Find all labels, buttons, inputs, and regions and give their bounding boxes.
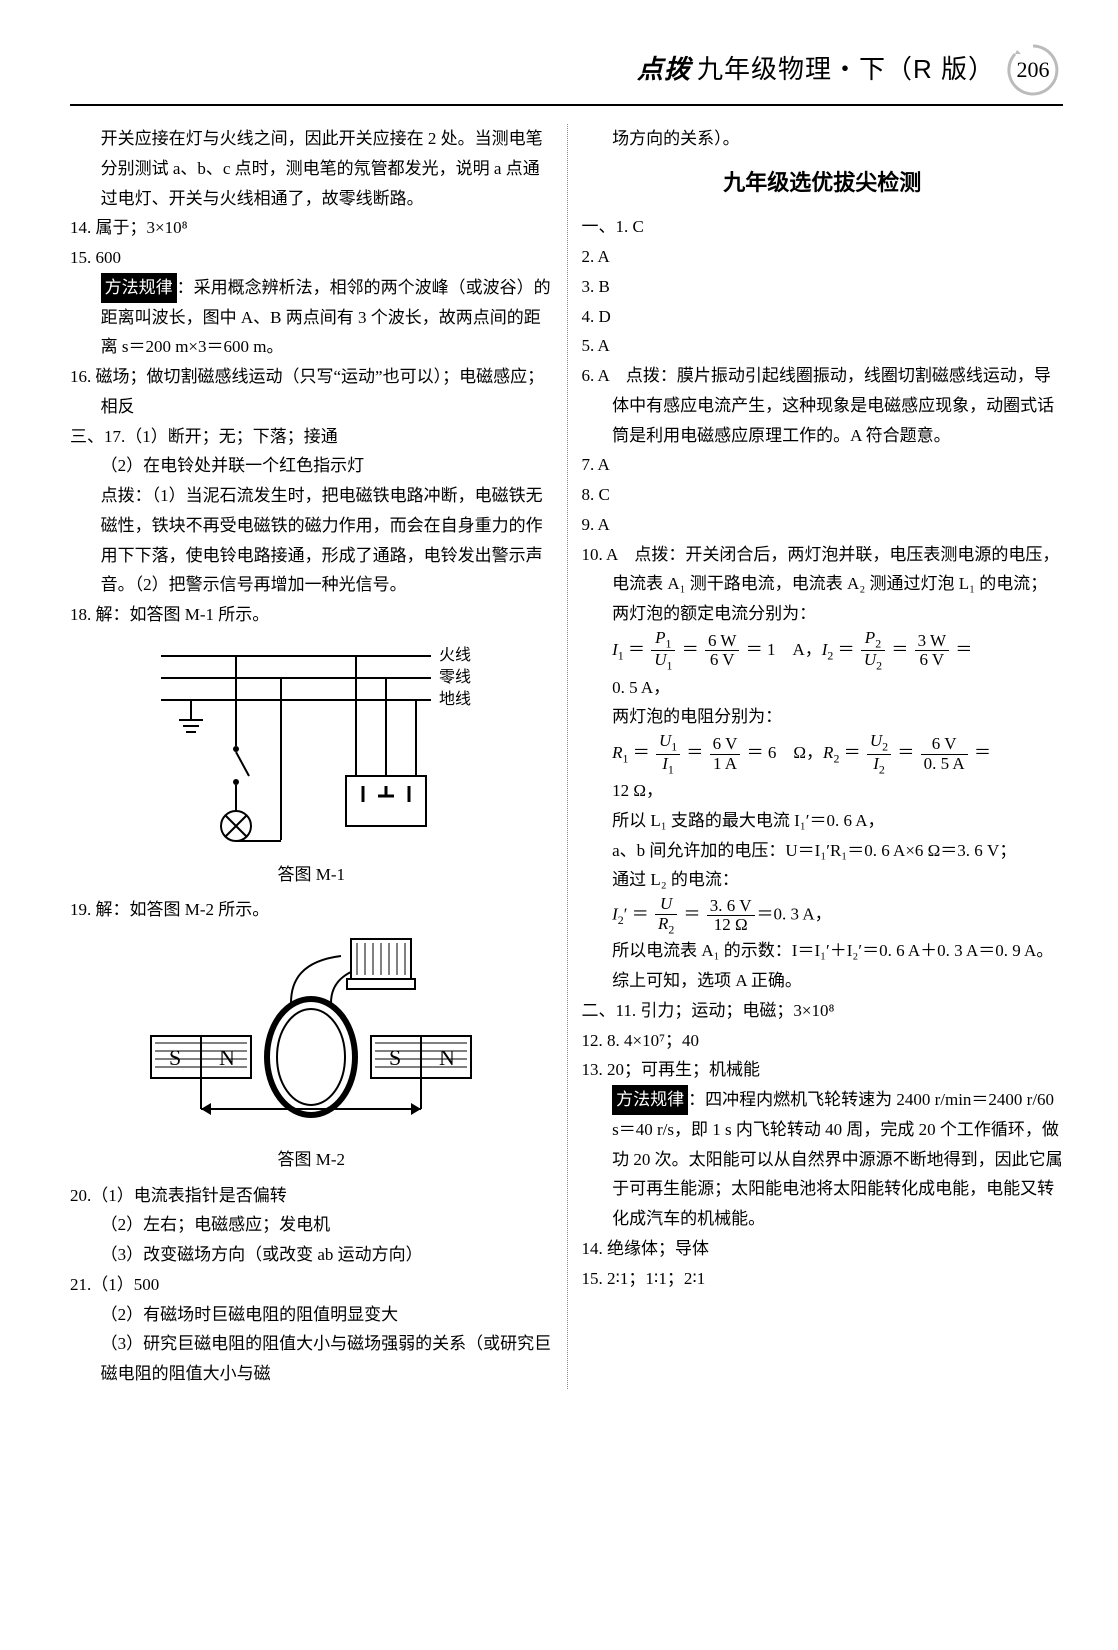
eq-resistances: R1 ＝ U1I1 ＝ 6 V1 A ＝ 6 Ω，R2 ＝ U2I2 ＝ 6 V…	[582, 732, 1064, 776]
q17-1: 三、17.（1）断开；无；下落；接通	[70, 422, 553, 452]
ans-10a: 10. A 点拨：开关闭合后，两灯泡并联，电压表测电源的电压，电流表 A₁ 测干…	[582, 540, 1064, 600]
q15: 15. 600	[70, 243, 553, 273]
eq-i2prime-after: ＝0. 3 A，	[757, 905, 832, 924]
figure-m1-caption: 答图 M-1	[70, 860, 553, 890]
method-label-2: 方法规律	[612, 1085, 688, 1115]
ans-15: 15. 2∶1；1∶1；2∶1	[582, 1264, 1064, 1294]
book-brand: 点拨	[637, 47, 691, 93]
eq-currents-cont: 0. 5 A，	[582, 673, 1064, 703]
figure-m2-caption: 答图 M-2	[70, 1145, 553, 1175]
left-column: 开关应接在灯与火线之间，因此开关应接在 2 处。当测电笔分别测试 a、b、c 点…	[70, 124, 567, 1389]
ans-13b: 方法规律：四冲程内燃机飞轮转速为 2400 r/min＝2400 r/60 s＝…	[582, 1085, 1064, 1234]
page-number: 206	[1017, 51, 1050, 90]
q21-3: （3）研究巨磁电阻的阻值大小与磁场强弱的关系（或研究巨磁电阻的阻值大小与磁	[70, 1329, 553, 1389]
q16: 16. 磁场；做切割磁感线运动（只写“运动”也可以）；电磁感应；相反	[70, 362, 553, 422]
book-title: 九年级物理・下（R 版）	[697, 47, 995, 93]
ans-7: 7. A	[582, 450, 1064, 480]
content-columns: 开关应接在灯与火线之间，因此开关应接在 2 处。当测电笔分别测试 a、b、c 点…	[70, 124, 1063, 1389]
q19: 19. 解：如答图 M-2 所示。	[70, 895, 553, 925]
q17-2: （2）在电铃处并联一个红色指示灯	[70, 451, 553, 481]
section-title: 九年级选优拔尖检测	[582, 164, 1064, 203]
page-number-badge: 206	[1003, 40, 1063, 100]
figure-m2: S N S N	[70, 931, 553, 1175]
method-label: 方法规律	[101, 273, 177, 303]
figure-m1: 火线 零线 地线	[70, 636, 553, 890]
q18: 18. 解：如答图 M-1 所示。	[70, 600, 553, 630]
eq-currents: I1 ＝ P1U1 ＝ 6 W6 V ＝ 1 A，I2 ＝ P2U2 ＝ 3 W…	[582, 629, 1064, 673]
ans-5: 5. A	[582, 331, 1064, 361]
magnet-diagram-m2: S N S N	[141, 931, 481, 1131]
neutral-label: 零线	[439, 668, 471, 686]
header-rule	[70, 104, 1063, 106]
q20-1: 20.（1）电流表指针是否偏转	[70, 1181, 553, 1211]
circuit-diagram-m1: 火线 零线 地线	[141, 636, 481, 846]
ans-1: 一、1. C	[582, 212, 1064, 242]
eq-i2prime: I2′ ＝ UR2 ＝ 3. 6 V12 Ω＝0. 3 A，	[582, 895, 1064, 936]
svg-text:S: S	[169, 1045, 181, 1070]
q20-3: （3）改变磁场方向（或改变 ab 运动方向）	[70, 1240, 553, 1270]
q21-1: 21.（1）500	[70, 1270, 553, 1300]
q20-2: （2）左右；电磁感应；发电机	[70, 1210, 553, 1240]
ans-10d: 两灯泡的电阻分别为：	[582, 702, 1064, 732]
svg-text:N: N	[439, 1045, 455, 1070]
page: 点拨 九年级物理・下（R 版） 206 开关应接在灯与火线之间，因此开关应接在 …	[0, 0, 1118, 1419]
ans-10i: 所以电流表 A₁ 的示数：I＝I₁′＋I₂′＝0. 6 A＋0. 3 A＝0. …	[582, 936, 1064, 996]
ans-2: 2. A	[582, 242, 1064, 272]
ans-9: 9. A	[582, 510, 1064, 540]
q21-2: （2）有磁场时巨磁电阻的阻值明显变大	[70, 1300, 553, 1330]
ans-10f: a、b 间允许加的电压：U＝I₁′R₁＝0. 6 A×6 Ω＝3. 6 V；	[582, 836, 1064, 866]
ground-label: 地线	[439, 690, 471, 708]
eq-resistances-cont: 12 Ω，	[582, 776, 1064, 806]
svg-text:N: N	[219, 1045, 235, 1070]
ans-13a: 13. 20；可再生；机械能	[582, 1055, 1064, 1085]
q17-hint: 点拨：（1）当泥石流发生时，把电磁铁电路冲断，电磁铁无磁性，铁块不再受电磁铁的磁…	[70, 481, 553, 600]
ans-3: 3. B	[582, 272, 1064, 302]
svg-text:S: S	[389, 1045, 401, 1070]
q14: 14. 属于；3×10⁸	[70, 213, 553, 243]
ans-14: 14. 绝缘体；导体	[582, 1234, 1064, 1264]
q21-continuation: 场方向的关系）。	[582, 124, 1064, 154]
ans-10b: 两灯泡的额定电流分别为：	[582, 599, 1064, 629]
ans-12: 12. 8. 4×10⁷；40	[582, 1026, 1064, 1056]
ans-11: 二、11. 引力；运动；电磁；3×10⁸	[582, 996, 1064, 1026]
page-header: 点拨 九年级物理・下（R 版） 206	[70, 40, 1063, 100]
ans-8: 8. C	[582, 480, 1064, 510]
right-column: 场方向的关系）。 九年级选优拔尖检测 一、1. C 2. A 3. B 4. D…	[567, 124, 1064, 1389]
ans-6: 6. A 点拨：膜片振动引起线圈振动，线圈切割磁感线运动，导体中有感应电流产生，…	[582, 361, 1064, 450]
ans-10e: 所以 L₁ 支路的最大电流 I₁′＝0. 6 A，	[582, 806, 1064, 836]
ans-10g: 通过 L₂ 的电流：	[582, 865, 1064, 895]
live-label: 火线	[439, 646, 471, 664]
q13-continuation: 开关应接在灯与火线之间，因此开关应接在 2 处。当测电笔分别测试 a、b、c 点…	[70, 124, 553, 213]
q15-method: 方法规律：采用概念辨析法，相邻的两个波峰（或波谷）的距离叫波长，图中 A、B 两…	[70, 273, 553, 362]
ans-4: 4. D	[582, 302, 1064, 332]
